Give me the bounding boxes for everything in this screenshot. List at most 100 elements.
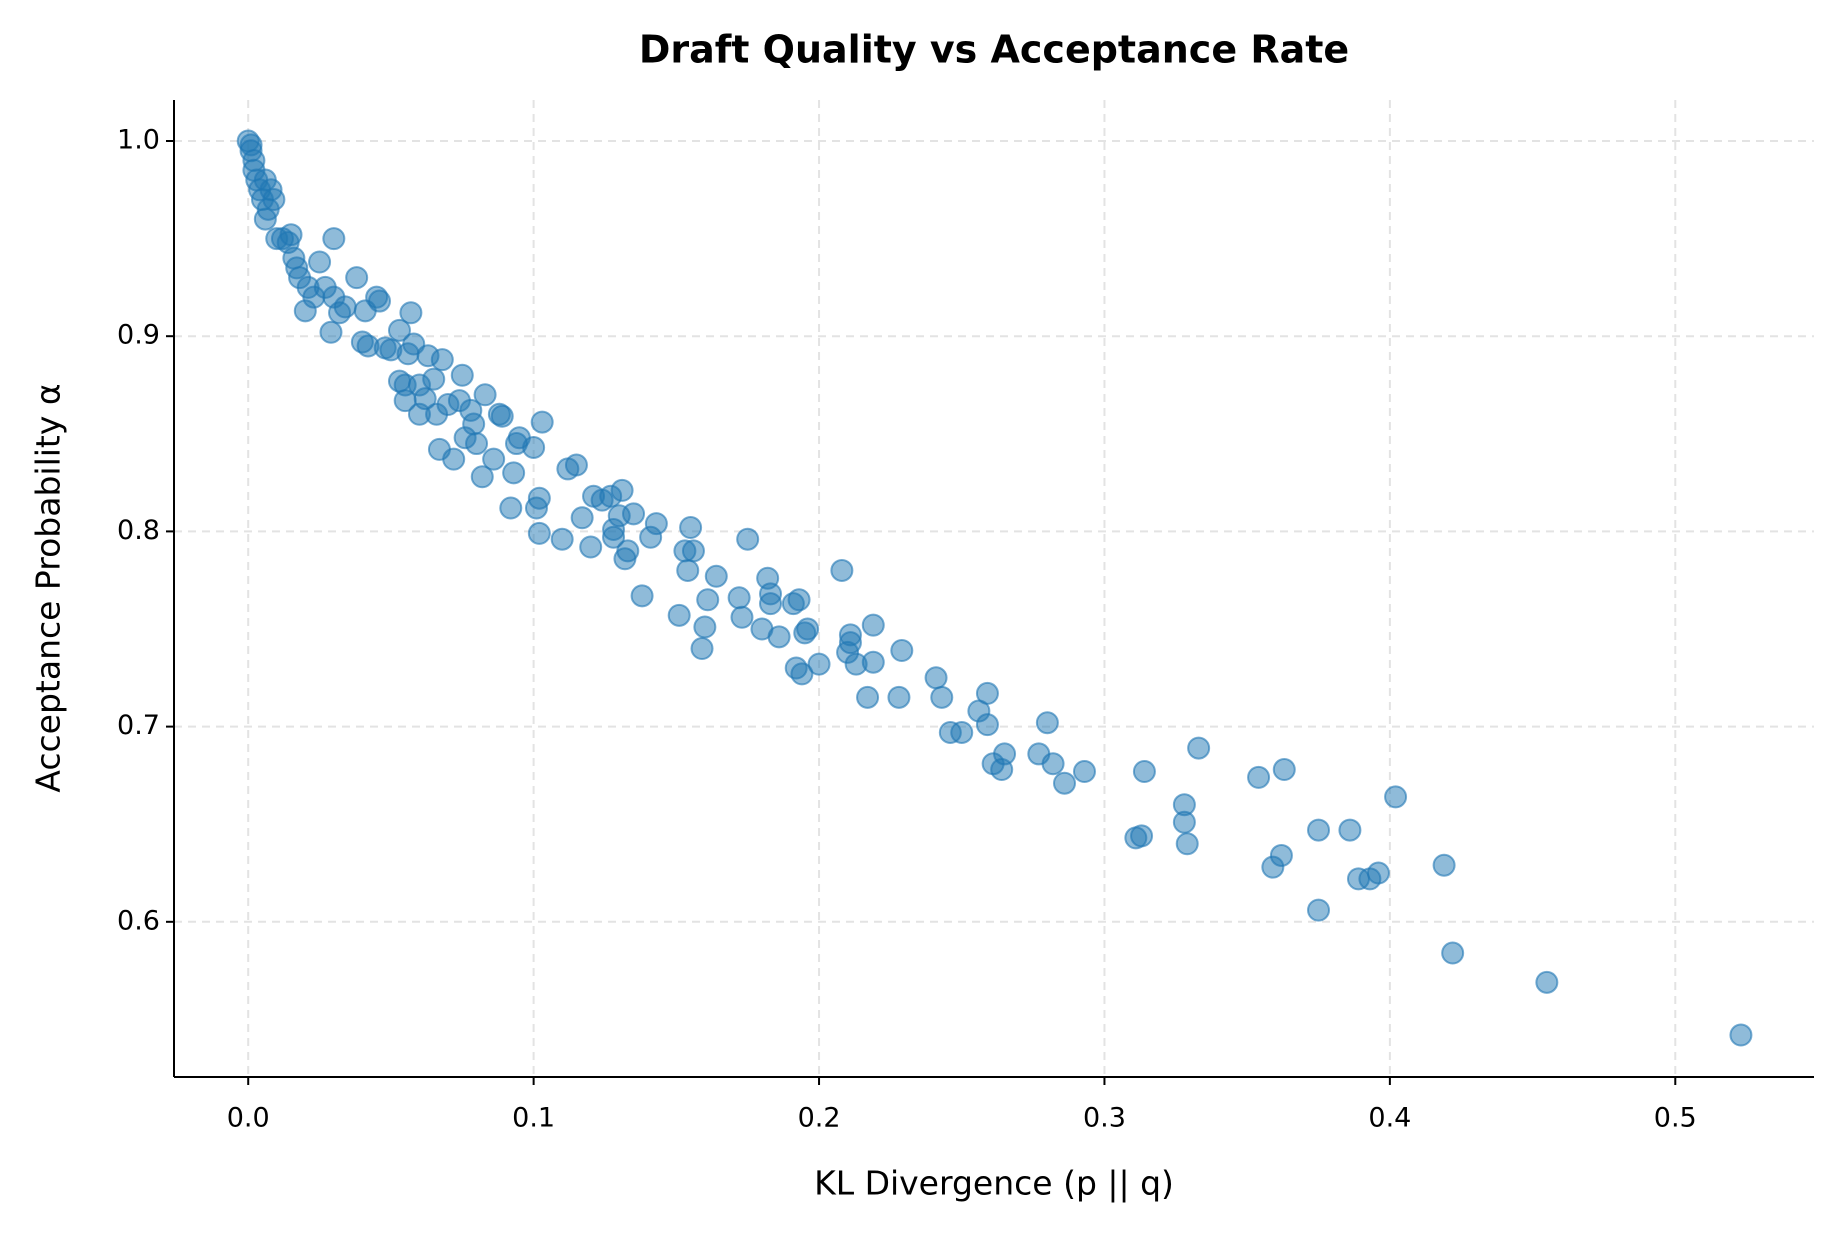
scatter-point	[704, 564, 728, 588]
scatter-point	[279, 223, 303, 247]
scatter-point	[1175, 832, 1199, 856]
scatter-point	[1272, 758, 1296, 782]
scatter-point	[262, 188, 286, 212]
scatter-point	[345, 266, 369, 290]
scatter-point	[667, 603, 691, 627]
scatter-point	[308, 250, 332, 274]
scatter-point	[622, 502, 646, 526]
scatter-point	[490, 404, 514, 428]
scatter-point	[499, 496, 523, 520]
scatter-point	[630, 584, 654, 608]
scatter-point	[1307, 818, 1331, 842]
scatter-point	[861, 650, 885, 674]
scatter-point	[696, 588, 720, 612]
scatter-point	[767, 625, 791, 649]
y-tick-label: 0.7	[117, 710, 160, 741]
scatter-point	[1052, 771, 1076, 795]
scatter-point	[887, 685, 911, 709]
scatter-point	[465, 432, 489, 456]
scatter-point	[564, 453, 588, 477]
scatter-point	[679, 515, 703, 539]
scatter-point	[450, 363, 474, 387]
y-tick-label: 0.9	[117, 320, 160, 351]
x-tick-label: 0.4	[1368, 1103, 1411, 1134]
scatter-point	[730, 605, 754, 629]
scatter-point	[807, 652, 831, 676]
scatter-point	[527, 521, 551, 545]
y-tick-label: 0.8	[117, 515, 160, 546]
y-axis-label: Acceptance Probability α	[29, 383, 68, 792]
scatter-point	[681, 539, 705, 563]
scatter-point	[727, 586, 751, 610]
x-tick-label: 0.2	[798, 1103, 841, 1134]
x-tick-label: 0.1	[512, 1103, 555, 1134]
scatter-point	[570, 506, 594, 530]
scatter-point	[1041, 752, 1065, 776]
scatter-point	[1187, 736, 1211, 760]
scatter-point	[1729, 1023, 1753, 1047]
scatter-point	[610, 478, 634, 502]
scatter-point	[736, 527, 760, 551]
scatter-point	[430, 348, 454, 372]
scatter-point	[693, 615, 717, 639]
x-tick-label: 0.0	[227, 1103, 270, 1134]
scatter-point	[579, 535, 603, 559]
scatter-point	[676, 558, 700, 582]
scatter-point	[890, 638, 914, 662]
scatter-point	[442, 447, 466, 471]
scatter-point	[1384, 785, 1408, 809]
scatter-point	[387, 318, 411, 342]
scatter-point	[422, 367, 446, 391]
scatter-point	[838, 631, 862, 655]
scatter-point	[644, 512, 668, 536]
scatter-point	[367, 289, 391, 313]
scatter-point	[522, 435, 546, 459]
chart-title: Draft Quality vs Acceptance Rate	[639, 28, 1349, 72]
scatter-point	[861, 613, 885, 637]
scatter-point	[550, 527, 574, 551]
scatter-point	[759, 592, 783, 616]
scatter-point	[1366, 861, 1390, 885]
scatter-point	[790, 662, 814, 686]
scatter-point	[975, 713, 999, 737]
scatter-point	[950, 720, 974, 744]
scatter-point	[1338, 818, 1362, 842]
scatter-point	[796, 617, 820, 641]
x-tick-label: 0.3	[1083, 1103, 1126, 1134]
scatter-point	[1132, 760, 1156, 784]
scatter-point	[1535, 970, 1559, 994]
scatter-point	[924, 666, 948, 690]
scatter-point	[319, 320, 343, 344]
scatter-point	[1432, 853, 1456, 877]
scatter-point	[930, 685, 954, 709]
scatter-point	[333, 295, 357, 319]
scatter-point	[690, 637, 714, 661]
scatter-point	[787, 588, 811, 612]
scatter-point	[602, 525, 626, 549]
scatter-point	[482, 447, 506, 471]
scatter-point	[1307, 898, 1331, 922]
scatter-point	[1072, 760, 1096, 784]
scatter-point	[502, 461, 526, 485]
x-tick-label: 0.5	[1654, 1103, 1697, 1134]
y-tick-label: 1.0	[117, 124, 160, 155]
y-tick-label: 0.6	[117, 905, 160, 936]
scatter-point	[527, 486, 551, 510]
x-axis-label: KL Divergence (p || q)	[814, 1164, 1174, 1203]
scatter-point	[473, 383, 497, 407]
scatter-point	[530, 410, 554, 434]
scatter-point	[399, 301, 423, 325]
scatter-point	[830, 558, 854, 582]
scatter-point	[322, 227, 346, 251]
scatter-point	[975, 681, 999, 705]
scatter-point	[1035, 711, 1059, 735]
scatter-point	[1441, 941, 1465, 965]
scatter-point	[470, 465, 494, 489]
scatter-point	[462, 412, 486, 436]
scatter-point	[616, 539, 640, 563]
scatter-point	[1269, 843, 1293, 867]
scatter-point	[993, 742, 1017, 766]
scatter-point	[1247, 765, 1271, 789]
